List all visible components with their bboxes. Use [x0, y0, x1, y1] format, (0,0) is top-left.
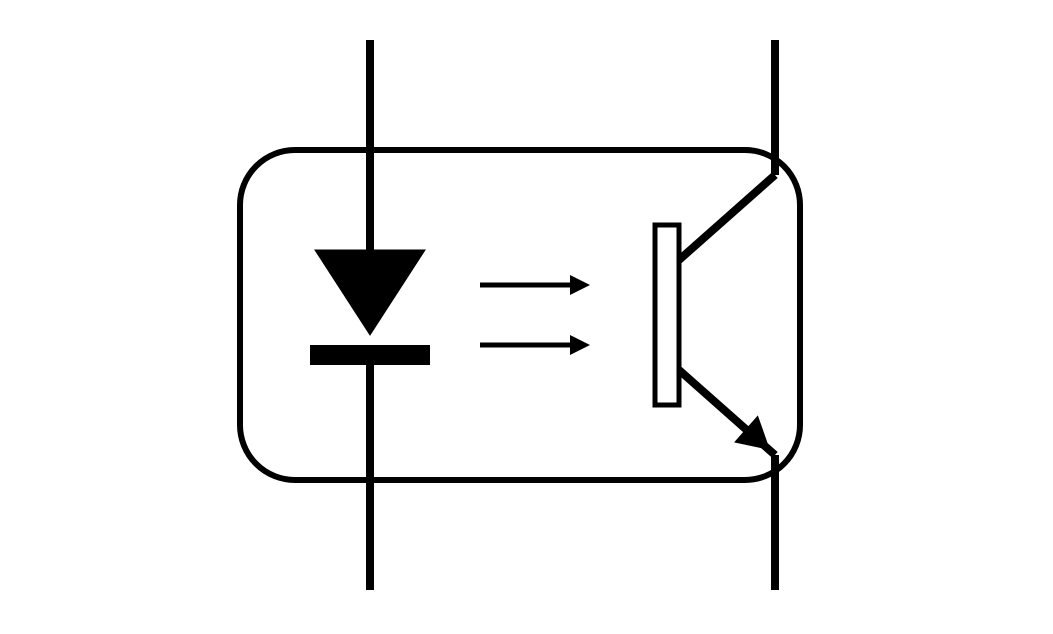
diode-triangle: [315, 250, 425, 335]
enclosure-rect: [240, 150, 800, 480]
transistor-collector-diagonal: [679, 175, 775, 260]
diode-cathode-bar: [310, 345, 430, 365]
transistor-base: [655, 225, 679, 405]
light-arrow-top-head: [570, 275, 590, 295]
optocoupler-diagram: [0, 0, 1053, 634]
light-arrow-bottom-head: [570, 335, 590, 355]
